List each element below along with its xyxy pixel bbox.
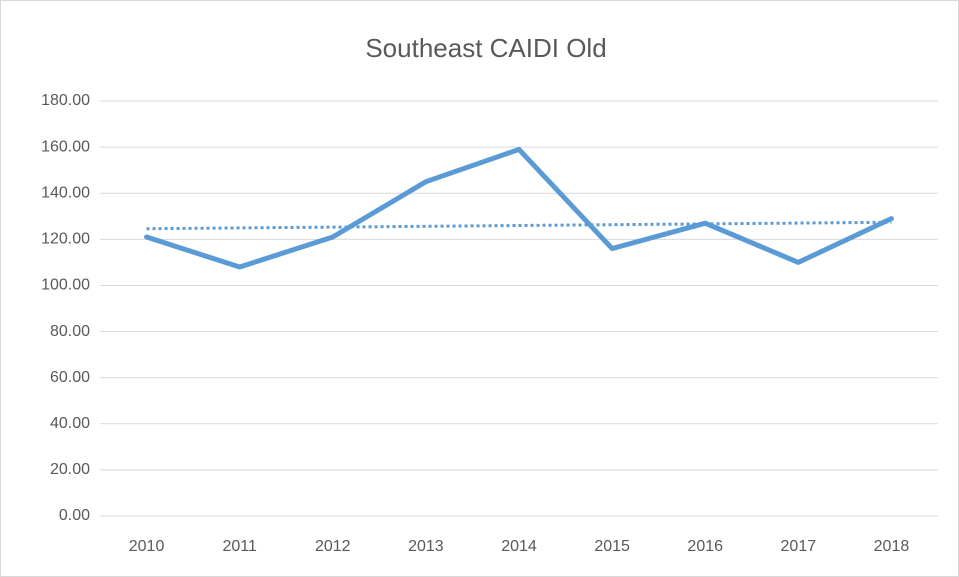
x-tick-label: 2017 <box>781 538 817 555</box>
y-tick-label: 60.00 <box>50 369 90 386</box>
x-tick-label: 2010 <box>129 538 165 555</box>
x-tick-label: 2011 <box>222 538 257 555</box>
y-tick-label: 80.00 <box>50 323 90 340</box>
y-tick-label: 120.00 <box>41 231 90 248</box>
chart-title: Southeast CAIDI Old <box>365 33 606 63</box>
x-tick-label: 2015 <box>594 538 630 555</box>
x-tick-label: 2014 <box>501 538 537 555</box>
data-line <box>144 146 894 270</box>
trendline <box>146 220 892 231</box>
y-tick-label: 180.00 <box>41 92 90 109</box>
y-tick-label: 140.00 <box>41 184 90 201</box>
y-tick-label: 20.00 <box>50 461 90 478</box>
y-tick-label: 40.00 <box>50 415 90 432</box>
y-tick-label: 100.00 <box>41 277 90 294</box>
y-tick-label: 160.00 <box>41 138 90 155</box>
x-tick-label: 2012 <box>315 538 351 555</box>
x-tick-label: 2018 <box>874 538 910 555</box>
x-tick-label: 2016 <box>687 538 723 555</box>
x-tick-label: 2013 <box>408 538 444 555</box>
y-tick-label: 0.00 <box>59 507 90 524</box>
